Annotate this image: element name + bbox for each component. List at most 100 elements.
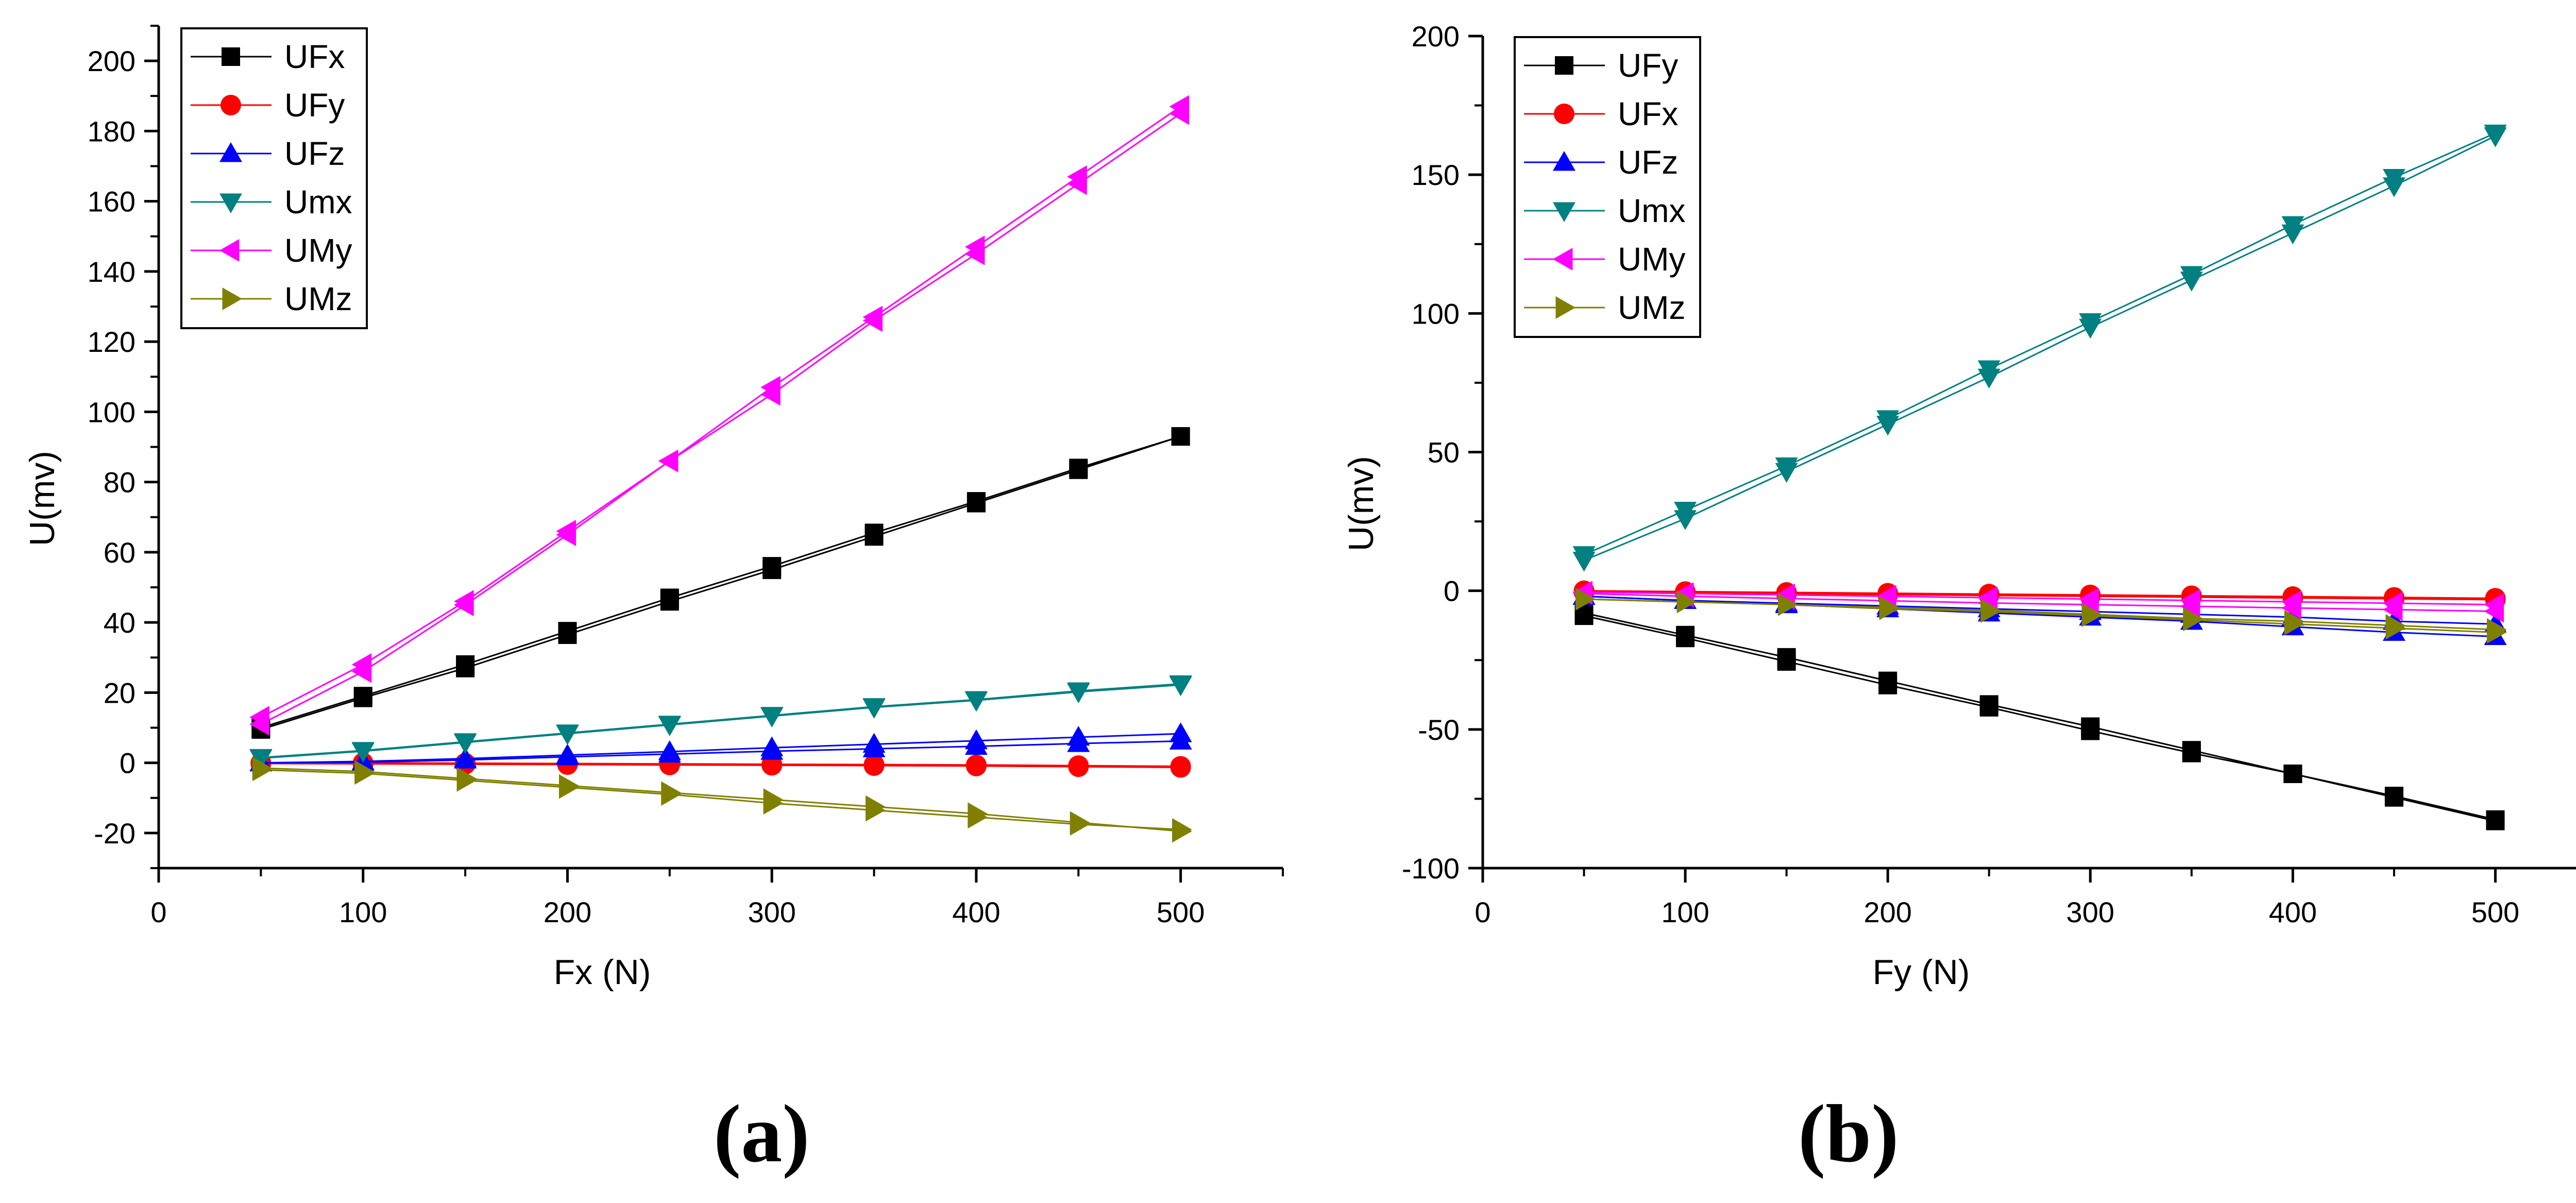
- data-point: [1876, 410, 1900, 430]
- x-tick-label: 400: [952, 896, 1000, 928]
- series-line: [261, 763, 1181, 768]
- y-tick-label: 120: [88, 326, 135, 358]
- y-tick-label: 50: [1428, 436, 1460, 469]
- data-point: [964, 235, 985, 259]
- series-line: [261, 683, 1181, 758]
- y-tick-label: -50: [1418, 714, 1460, 746]
- panel-label-b: (b): [1798, 1088, 1899, 1179]
- y-tick-label: 180: [88, 115, 135, 147]
- data-point: [762, 557, 782, 576]
- data-point: [760, 376, 781, 399]
- data-point: [1070, 811, 1090, 834]
- x-axis-label: Fx (N): [554, 953, 651, 992]
- data-point: [1575, 587, 1596, 611]
- data-point: [658, 449, 679, 472]
- series-UMz: [252, 756, 1192, 843]
- series-UFy: [1574, 603, 2505, 831]
- data-point: [1979, 695, 1998, 714]
- legend-marker: [219, 193, 242, 213]
- series-line-return: [1584, 615, 2496, 822]
- data-point: [763, 788, 784, 811]
- legend-label: UMy: [284, 232, 352, 269]
- data-point: [2180, 589, 2200, 612]
- data-point: [249, 706, 269, 729]
- x-tick-label: 400: [2269, 896, 2317, 928]
- legend-label: UFz: [284, 135, 345, 172]
- data-point: [1069, 459, 1088, 478]
- x-tick-label: 0: [150, 896, 166, 928]
- series-line: [260, 106, 1181, 718]
- series-line-return: [261, 769, 1181, 831]
- y-axis-label: U(mv): [23, 451, 62, 546]
- data-point: [658, 716, 681, 736]
- y-tick-label: 60: [104, 536, 135, 569]
- data-point: [2081, 717, 2100, 736]
- legend-label: UFz: [1618, 144, 1678, 181]
- data-point: [556, 743, 579, 764]
- data-point: [866, 795, 886, 818]
- x-tick-label: 200: [544, 896, 591, 928]
- series-UFx: [1573, 580, 2506, 610]
- series-line: [1584, 612, 2496, 821]
- data-point: [2079, 587, 2099, 611]
- legend-marker: [1554, 104, 1574, 124]
- y-tick-label: 80: [104, 466, 135, 499]
- data-point: [2281, 590, 2301, 614]
- legend-marker: [1555, 296, 1575, 319]
- data-point: [456, 655, 475, 674]
- y-tick-label: 20: [104, 676, 135, 709]
- data-point: [2486, 810, 2505, 829]
- series-line: [261, 733, 1181, 764]
- x-tick-label: 500: [1157, 896, 1205, 928]
- data-point: [351, 742, 375, 762]
- series-line-return: [260, 435, 1181, 731]
- x-tick-label: 300: [2066, 896, 2114, 928]
- y-tick-label: 160: [88, 185, 135, 218]
- series-Umx: [249, 675, 1192, 770]
- data-point: [2486, 618, 2507, 641]
- series-UMy: [249, 95, 1190, 736]
- data-point: [968, 802, 988, 825]
- data-point: [2384, 787, 2403, 806]
- data-point: [1778, 593, 1798, 616]
- x-tick-label: 500: [2471, 896, 2519, 928]
- panel-label-a: (a): [714, 1088, 810, 1179]
- data-point: [1572, 546, 1596, 566]
- data-point: [1169, 675, 1192, 696]
- data-point: [1977, 360, 2001, 380]
- data-point: [1068, 756, 1089, 777]
- data-point: [558, 774, 579, 797]
- data-point: [558, 622, 577, 641]
- data-point: [1169, 95, 1190, 118]
- series-UFx: [251, 427, 1190, 739]
- data-point: [965, 755, 987, 776]
- series-line: [261, 767, 1181, 832]
- legend-marker: [1553, 151, 1575, 171]
- legend-marker: [221, 95, 241, 115]
- series-line-return: [261, 762, 1181, 767]
- data-point: [862, 306, 883, 329]
- x-tick-label: 300: [748, 896, 795, 928]
- y-tick-label: 100: [1412, 297, 1460, 330]
- legend-label: UFy: [284, 87, 345, 124]
- data-point: [2281, 216, 2304, 236]
- data-point: [863, 755, 885, 776]
- data-point: [1170, 757, 1191, 778]
- series-line: [1583, 132, 2496, 556]
- data-point: [2183, 607, 2203, 630]
- data-point: [1676, 625, 1695, 645]
- y-tick-label: 200: [88, 45, 135, 77]
- data-point: [454, 747, 477, 767]
- y-tick-label: 40: [104, 606, 135, 639]
- data-point: [760, 707, 784, 727]
- x-axis-label: Fy (N): [1873, 953, 1970, 992]
- data-point: [862, 733, 886, 753]
- data-point: [556, 520, 576, 543]
- series-line: [1584, 591, 2496, 606]
- data-point: [1169, 722, 1192, 742]
- data-point: [2284, 609, 2304, 633]
- data-point: [2382, 591, 2403, 615]
- legend-marker: [219, 239, 240, 262]
- legend-label: Umx: [1618, 192, 1686, 229]
